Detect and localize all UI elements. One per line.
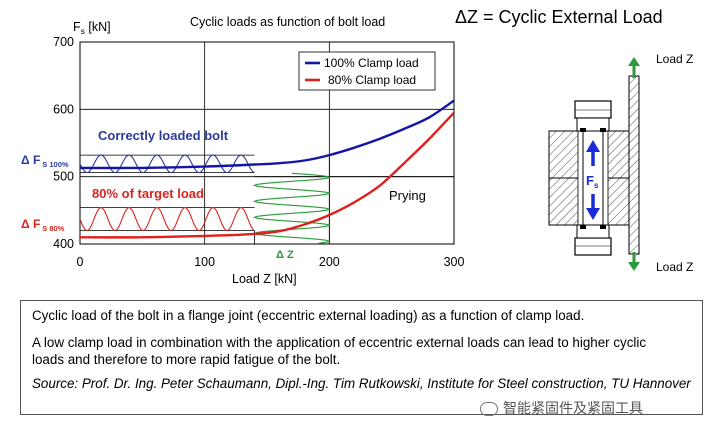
- wave-lower: [80, 207, 255, 232]
- chart-title: Cyclic loads as function of bolt load: [190, 15, 385, 29]
- wave-delta-z: [252, 172, 331, 244]
- y-axis-label: Fs [kN]: [73, 20, 111, 36]
- fs-arrow-up-head: [586, 140, 600, 152]
- series-line-1: [80, 111, 454, 239]
- legend-label-100: 100% Clamp load: [324, 56, 419, 70]
- caption-source: Source: Prof. Dr. Ing. Peter Schaumann, …: [32, 376, 691, 391]
- annotation-prying: Prying: [389, 188, 426, 203]
- y-tick-label-0: 400: [53, 237, 74, 251]
- y-tick-label-3: 700: [53, 35, 74, 49]
- right-wall-plate: [628, 75, 640, 255]
- x-tick-label-2: 200: [319, 255, 340, 269]
- x-tick-label-1: 100: [194, 255, 215, 269]
- y-tick-label-2: 600: [53, 102, 74, 116]
- caption-box: Cyclic load of the bolt in a flange join…: [20, 300, 703, 415]
- legend: 100% Clamp load 80% Clamp load: [298, 51, 436, 91]
- x-axis-label: Load Z [kN]: [232, 272, 297, 286]
- bolt-nut: [574, 237, 612, 256]
- y-tick-label-1: 500: [53, 170, 74, 184]
- washer-mark-tr: [600, 128, 606, 132]
- annotation-delta-z: Δ Z: [276, 249, 294, 261]
- watermark: 智能紧固件及紧固工具: [480, 398, 643, 418]
- wave-upper: [80, 154, 255, 174]
- x-tick-label-3: 300: [444, 255, 465, 269]
- fs-label: Fs: [586, 173, 599, 190]
- wechat-icon: [480, 402, 498, 416]
- washer-mark-tl: [580, 128, 586, 132]
- washer-mark-bl: [580, 225, 586, 229]
- chart-figure: Cyclic loads as function of bolt load ΔZ…: [21, 7, 693, 286]
- fs-arrow-down-head: [586, 208, 600, 220]
- load-label-top: Load Z: [656, 52, 693, 66]
- caption-line-2: A low clamp load in combination with the…: [32, 335, 647, 367]
- washer-top: [576, 117, 610, 132]
- cyclic-waves: [80, 154, 331, 244]
- load-arrow-up-head: [628, 57, 640, 66]
- annotation-target-load: 80% of target load: [92, 186, 204, 201]
- annotation-correct-bolt: Correctly loaded bolt: [98, 128, 229, 143]
- load-arrow-down-head: [628, 262, 640, 271]
- legend-box: [298, 51, 436, 91]
- load-label-bottom: Load Z: [656, 260, 693, 274]
- tick-labels: 0 100 200 300 400 500 600 700: [53, 35, 464, 269]
- bolt-head: [574, 100, 612, 119]
- flange-joint-diagram: Fs Load Z Load Z: [548, 52, 693, 274]
- caption-line-1: Cyclic load of the bolt in a flange join…: [32, 308, 585, 323]
- washer-mark-br: [600, 225, 606, 229]
- x-tick-label-0: 0: [77, 255, 84, 269]
- series-lines: [80, 99, 454, 239]
- watermark-text: 智能紧固件及紧固工具: [503, 401, 643, 417]
- figure-headline: ΔZ = Cyclic External Load: [455, 7, 663, 27]
- series-line-0: [80, 99, 454, 170]
- legend-label-80: 80% Clamp load: [328, 73, 416, 87]
